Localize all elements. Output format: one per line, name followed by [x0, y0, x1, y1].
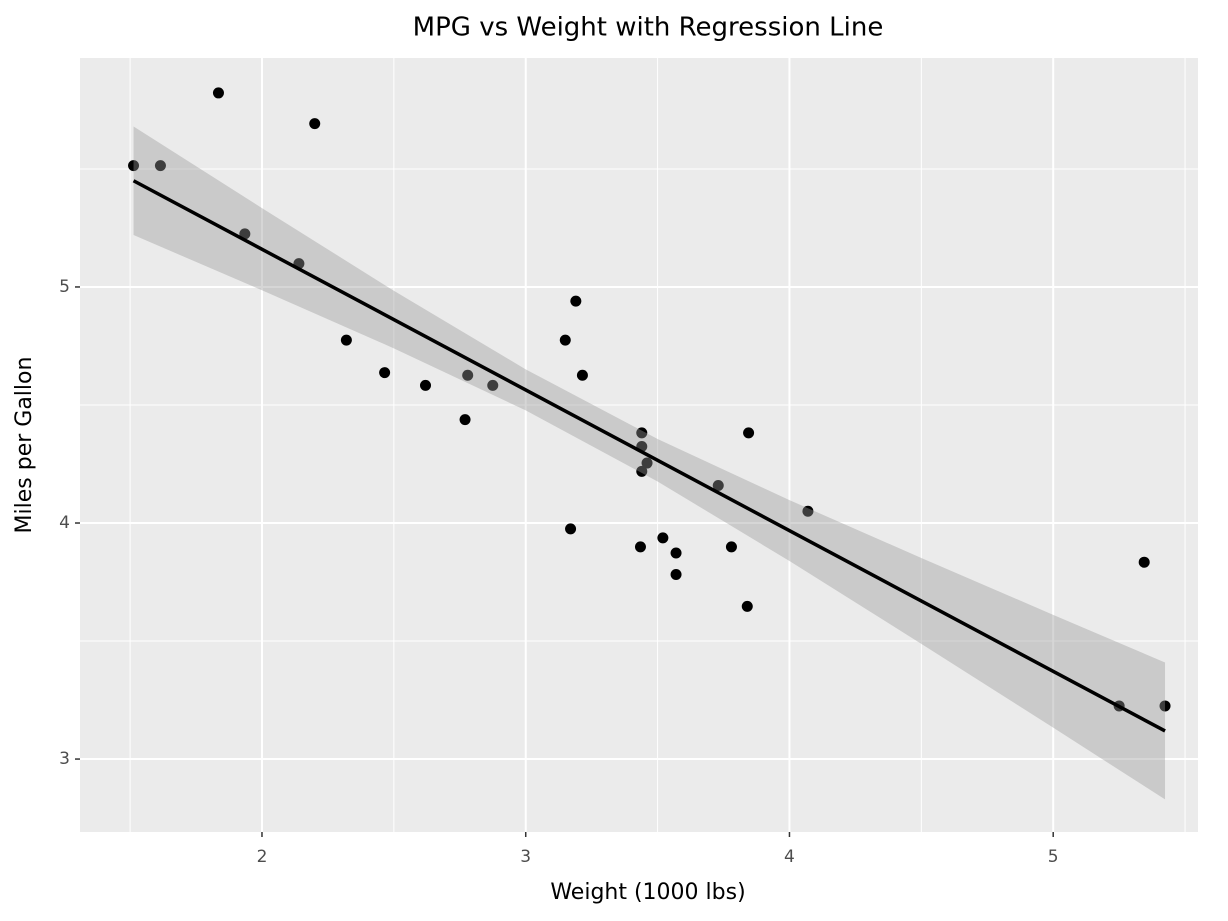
point [570, 295, 582, 307]
x-tick-label: 5 [1048, 847, 1059, 867]
chart-title: MPG vs Weight with Regression Line [413, 13, 884, 43]
x-tick-label: 3 [520, 847, 531, 867]
point [487, 379, 499, 391]
point [154, 160, 166, 172]
y-tick-label: 4 [59, 513, 70, 533]
y-tick-label: 5 [59, 277, 70, 297]
point [565, 523, 577, 535]
confidence-band [133, 126, 1166, 800]
point [743, 427, 755, 439]
x-axis-label: Weight (1000 lbs) [550, 880, 745, 905]
point [657, 532, 669, 544]
point [725, 541, 737, 553]
point [634, 541, 646, 553]
point [559, 334, 571, 346]
point [670, 568, 682, 580]
point [420, 379, 432, 391]
point [576, 369, 588, 381]
ticks: 2 3 4 5 3 4 5 [59, 277, 1058, 867]
point [212, 87, 224, 99]
point [670, 547, 682, 559]
point [712, 479, 724, 491]
point [1159, 700, 1171, 712]
point [340, 334, 352, 346]
x-tick-label: 4 [784, 847, 795, 867]
regression-line [132, 179, 1166, 733]
point [462, 369, 474, 381]
y-tick-label: 3 [59, 749, 70, 769]
point [636, 465, 648, 477]
point [128, 160, 140, 172]
marks [128, 87, 1171, 800]
x-tick-label: 2 [257, 847, 268, 867]
point [459, 414, 471, 426]
point [802, 505, 814, 517]
point [379, 367, 391, 379]
point [309, 118, 321, 130]
grid [80, 58, 1198, 832]
point [636, 427, 648, 439]
point [741, 600, 753, 612]
point [1138, 556, 1150, 568]
point [239, 228, 251, 240]
point [641, 457, 653, 469]
y-axis-label: Miles per Gallon [12, 357, 37, 534]
